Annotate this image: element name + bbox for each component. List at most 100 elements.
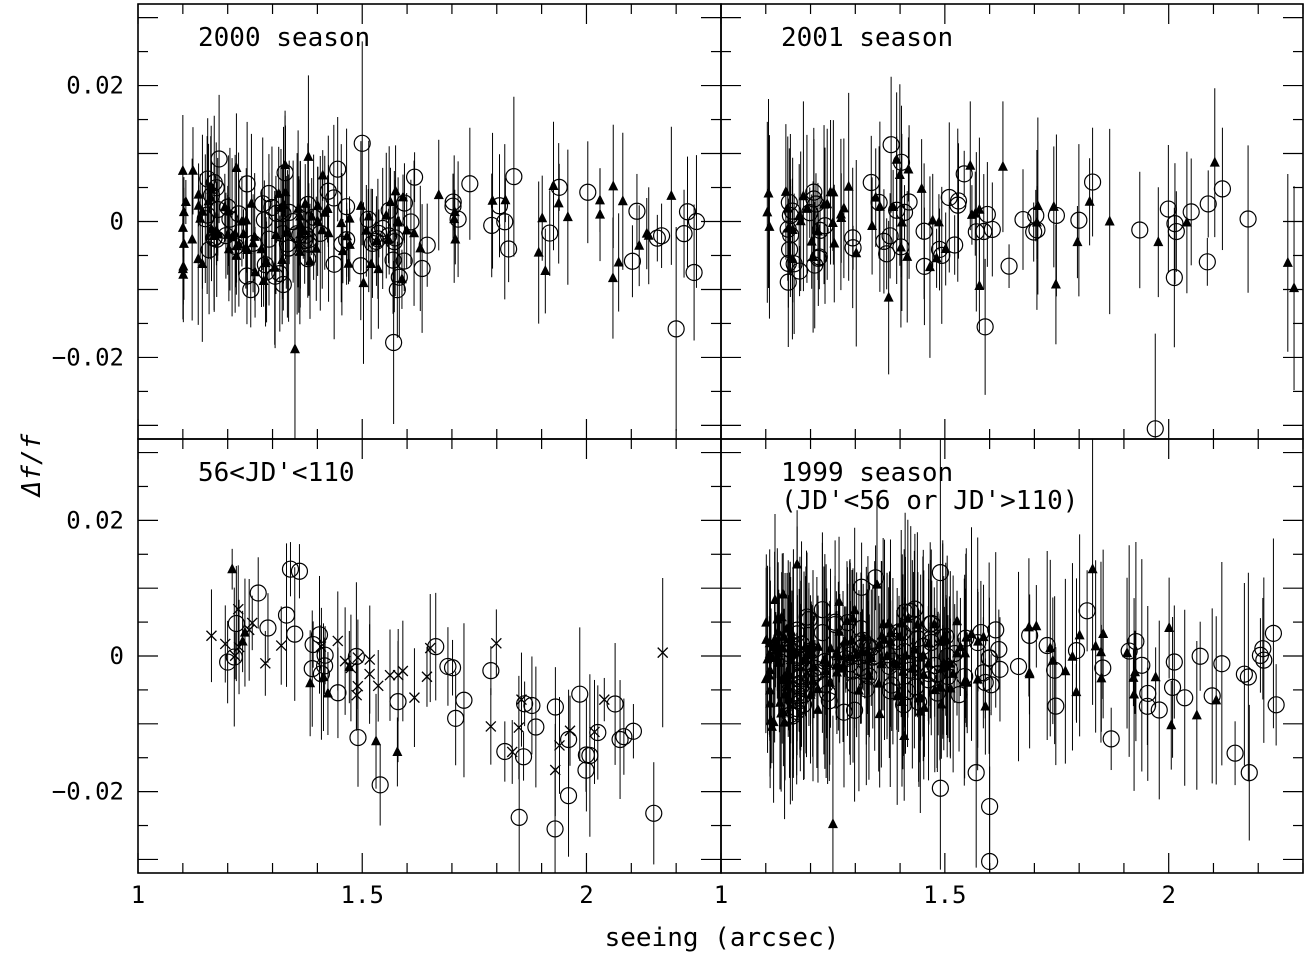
- triangle-point: [433, 189, 444, 200]
- panel-2: [762, 76, 1300, 439]
- circle-point: [967, 764, 985, 782]
- y-tick-label: −0.02: [52, 778, 124, 806]
- x-axis-title: seeing (arcsec): [605, 923, 840, 953]
- circle-point: [198, 206, 216, 224]
- triangle-point: [343, 257, 354, 268]
- triangle-point: [763, 187, 774, 198]
- circle-point: [510, 808, 528, 826]
- triangle-point: [1098, 627, 1109, 638]
- triangle-point: [974, 279, 985, 290]
- circle-point: [337, 198, 356, 216]
- cross-point: [219, 638, 231, 650]
- triangle-point: [851, 247, 862, 258]
- panel-data: [205, 542, 669, 873]
- triangle-point: [1074, 629, 1085, 640]
- circle-point: [219, 653, 237, 671]
- triangle-point: [487, 194, 498, 205]
- circle-point: [1028, 221, 1046, 239]
- circle-point: [844, 229, 862, 247]
- triangle-point: [792, 558, 803, 569]
- circle-point: [274, 275, 292, 294]
- circle-point: [990, 640, 1008, 659]
- panel-ticks: [720, 439, 1304, 873]
- triangle-point: [303, 150, 314, 161]
- triangle-point: [1072, 236, 1083, 247]
- circle-point: [1163, 678, 1182, 696]
- triangle-point: [821, 665, 832, 676]
- triangle-point: [1166, 719, 1177, 730]
- circle-point: [687, 212, 706, 231]
- triangle-point: [1282, 256, 1293, 267]
- triangle-point: [916, 182, 927, 193]
- circle-point: [1027, 206, 1045, 225]
- triangle-point: [187, 233, 198, 244]
- circle-point: [1239, 668, 1257, 686]
- circle-point: [238, 175, 256, 193]
- circle-point: [249, 584, 267, 602]
- panel-label: 2001 season: [781, 23, 953, 53]
- y-tick-label: −0.02: [52, 343, 124, 371]
- circle-point: [505, 168, 523, 186]
- circle-point: [447, 709, 465, 727]
- triangle-point: [392, 745, 403, 756]
- circle-point: [527, 718, 545, 736]
- circle-point: [1047, 697, 1065, 715]
- circle-point: [797, 645, 816, 663]
- circle-point: [882, 136, 900, 154]
- triangle-point: [415, 242, 426, 253]
- cross-point: [246, 617, 258, 629]
- x-tick-label: 1: [131, 881, 145, 909]
- triangle-point: [371, 735, 382, 746]
- circle-point: [496, 213, 514, 231]
- circle-point: [813, 624, 832, 642]
- cross-point: [229, 650, 241, 662]
- circle-point: [875, 232, 893, 250]
- circle-point: [1264, 624, 1283, 642]
- triangle-point: [894, 169, 905, 180]
- circle-point: [810, 248, 828, 266]
- circle-point: [571, 685, 589, 703]
- circle-point: [255, 211, 273, 229]
- circle-point: [405, 168, 424, 186]
- circle-point: [427, 638, 445, 656]
- circle-point: [303, 660, 321, 678]
- triangle-point: [238, 228, 249, 239]
- circle-point: [500, 240, 518, 258]
- circle-point: [281, 560, 300, 578]
- cross-point: [657, 647, 669, 659]
- circle-point: [380, 201, 398, 220]
- x-tick-label: 1.5: [341, 881, 384, 909]
- triangle-point: [500, 194, 511, 205]
- triangle-point: [246, 197, 257, 208]
- triangle-point: [361, 224, 372, 235]
- circle-point: [390, 268, 408, 286]
- circle-point: [933, 246, 951, 264]
- circle-point: [389, 693, 407, 711]
- circle-point: [443, 659, 462, 677]
- triangle-point: [778, 588, 789, 599]
- triangle-point: [177, 263, 188, 274]
- circle-point: [880, 625, 899, 644]
- circle-point: [611, 730, 629, 749]
- circle-point: [395, 194, 414, 212]
- triangle-point: [762, 206, 773, 217]
- triangle-point: [239, 626, 250, 637]
- triangle-point: [289, 343, 300, 354]
- circle-point: [369, 230, 387, 248]
- panel-frame: [720, 3, 1304, 440]
- circle-point: [1038, 636, 1056, 655]
- circle-point: [606, 695, 624, 713]
- triangle-point: [450, 233, 461, 244]
- circle-point: [1267, 696, 1285, 714]
- circle-point: [1240, 764, 1258, 782]
- circle-point: [312, 665, 331, 683]
- circle-point: [1021, 626, 1039, 645]
- triangle-point: [193, 199, 204, 210]
- circle-point: [892, 153, 911, 171]
- circle-point: [780, 193, 798, 212]
- triangle-point: [317, 169, 328, 180]
- triangle-point: [1211, 694, 1222, 705]
- triangle-point: [562, 211, 573, 222]
- circle-point: [1150, 701, 1168, 719]
